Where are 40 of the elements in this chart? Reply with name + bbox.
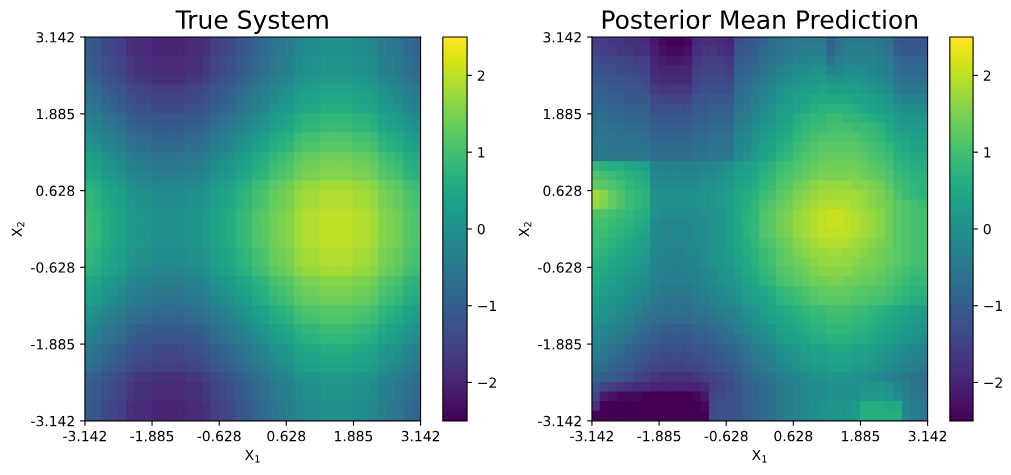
x-tick-label: 1.885 — [842, 430, 880, 442]
y-tick-label: -0.628 — [31, 262, 75, 273]
x-axis-title: X$_{1}$ — [752, 449, 767, 463]
color-bar-label: 1 — [984, 147, 991, 158]
color-bar-label: −2 — [984, 377, 1002, 388]
x-tick-label: -1.885 — [130, 430, 174, 442]
x-tick-label: 0.628 — [267, 430, 306, 442]
color-bar-label: 2 — [477, 70, 485, 81]
x-tick-label: -0.628 — [704, 430, 748, 442]
x-tick-label: -1.885 — [637, 430, 681, 442]
x-tick-label: -3.142 — [63, 430, 106, 442]
y-tick-label: 1.885 — [36, 108, 74, 120]
x-tick-label: 3.142 — [401, 430, 440, 442]
y-tick-label: -3.142 — [31, 415, 74, 427]
color-bar-label: 0 — [983, 223, 991, 235]
y-tick-label: -1.885 — [538, 339, 582, 350]
y-axis-title: X$_{2}$ — [11, 222, 25, 237]
color-bar-label: 1 — [478, 147, 485, 158]
y-tick-label: -0.628 — [538, 262, 582, 273]
y-tick-label: 3.142 — [36, 32, 74, 43]
x-axis-title: X$_{1}$ — [245, 449, 260, 463]
x-tick-label: 0.628 — [774, 430, 813, 442]
y-axis-title: X$_{2}$ — [518, 222, 532, 237]
y-tick-label: 3.142 — [543, 32, 581, 43]
chart-title: True System — [175, 10, 328, 34]
x-tick-label: -0.628 — [197, 430, 241, 442]
x-tick-label: -3.142 — [570, 430, 613, 442]
color-bar-label: −1 — [984, 300, 1002, 311]
chart-title: Posterior Mean Prediction — [602, 9, 917, 30]
y-tick-label: -1.885 — [31, 339, 74, 350]
y-tick-label: 0.628 — [36, 185, 75, 197]
color-bar-label: −2 — [478, 377, 496, 388]
color-bar-label: −1 — [478, 300, 496, 311]
color-bar-label: 0 — [477, 223, 485, 235]
x-tick-label: 1.885 — [335, 430, 373, 442]
y-tick-label: -3.142 — [538, 415, 581, 427]
color-bar-label: 2 — [983, 70, 991, 81]
y-tick-label: 1.885 — [543, 108, 582, 120]
y-tick-label: 0.628 — [543, 185, 582, 197]
x-tick-label: 3.142 — [908, 430, 947, 442]
